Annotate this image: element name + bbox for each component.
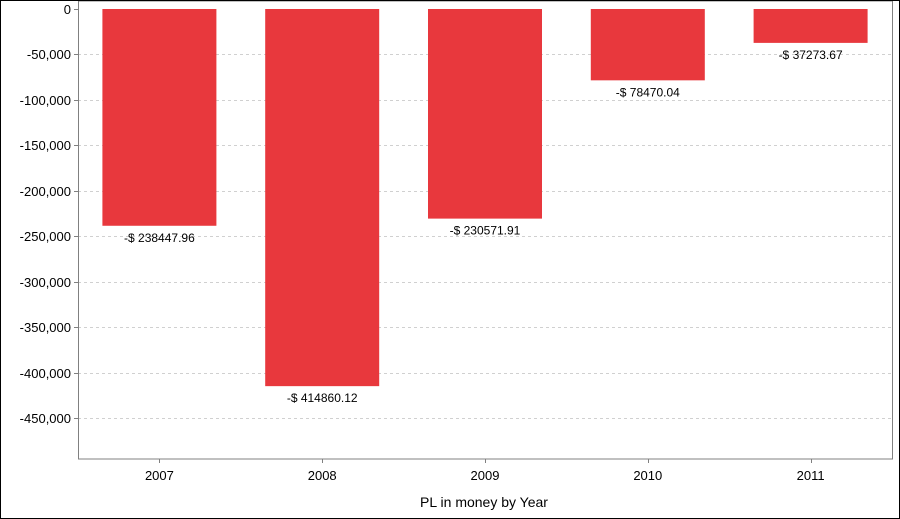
y-axis-ticks: 0 -50,000 -100,000 -150,000 -200,000 -250,000… (20, 2, 78, 426)
y-tick-label: 0 (64, 2, 71, 17)
bar-2007 (102, 9, 217, 226)
data-label-2011: -$ 37273.67 (779, 48, 843, 62)
x-tick-label: 2010 (633, 468, 662, 483)
data-label-2009: -$ 230571.91 (450, 224, 521, 238)
x-axis-ticks: 2007 2008 2009 2010 2011 (145, 459, 825, 483)
y-tick-label: -150,000 (20, 138, 71, 153)
x-tick-label: 2009 (471, 468, 500, 483)
bar-2011 (753, 9, 868, 43)
gridlines (78, 54, 892, 419)
bars (102, 9, 868, 387)
y-tick-label: -250,000 (20, 229, 71, 244)
bar-2008 (265, 9, 380, 387)
x-tick-label: 2007 (145, 468, 174, 483)
x-tick-label: 2008 (308, 468, 337, 483)
y-tick-label: -400,000 (20, 366, 71, 381)
data-label-2010: -$ 78470.04 (616, 85, 680, 99)
bar-2010 (590, 9, 705, 81)
data-label-2007: -$ 238447.96 (124, 231, 195, 245)
y-tick-label: -200,000 (20, 184, 71, 199)
y-tick-label: -100,000 (20, 93, 71, 108)
x-axis-title: PL in money by Year (420, 494, 548, 510)
bar-2009 (428, 9, 542, 219)
y-tick-label: -300,000 (20, 275, 71, 290)
y-tick-label: -350,000 (20, 320, 71, 335)
data-label-2008: -$ 414860.12 (287, 391, 358, 405)
y-tick-label: -50,000 (27, 47, 71, 62)
y-tick-label: -450,000 (20, 411, 71, 426)
x-tick-label: 2011 (797, 468, 825, 483)
data-labels: -$ 238447.96 -$ 414860.12 -$ 230571.91 -$ 7… (124, 48, 843, 405)
